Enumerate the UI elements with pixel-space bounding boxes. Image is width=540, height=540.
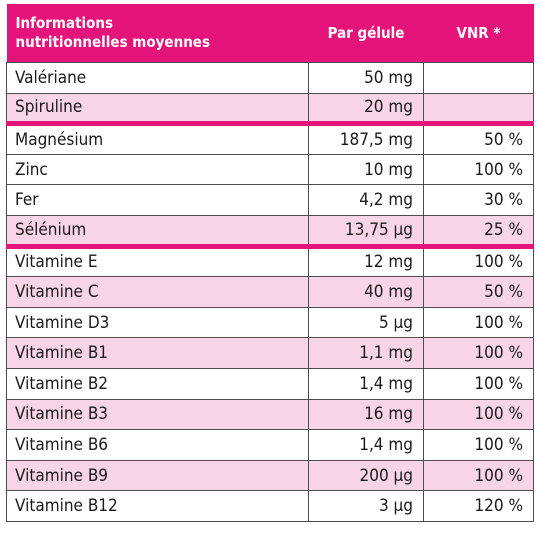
table-body: Valériane 50 mg Spiruline 20 mg Magnésium 187… (6, 62, 534, 522)
per-capsule-value: 187,5 mg (308, 121, 424, 155)
nutrient-name: Valériane (6, 62, 309, 94)
nutrient-name: Vitamine B9 (6, 459, 309, 492)
nutrient-name: Vitamine B6 (6, 429, 309, 461)
table-row: Vitamine C 40 mg 50 % (6, 276, 534, 308)
per-capsule-value: 4,2 mg (308, 184, 424, 216)
nutrition-table: Informations nutritionnelles moyennes Pa… (6, 4, 534, 522)
header-row: Informations nutritionnelles moyennes Pa… (6, 4, 534, 63)
nutrient-name: Spiruline (6, 92, 309, 125)
vnr-value: 100 % (423, 153, 534, 186)
per-capsule-value: 1,4 mg (308, 367, 424, 400)
vnr-value (423, 62, 534, 94)
nutrient-name: Magnésium (6, 121, 309, 155)
table-row: Zinc 10 mg 100 % (6, 153, 534, 186)
vnr-value: 100 % (423, 306, 534, 339)
per-capsule-value: 40 mg (308, 276, 424, 308)
vnr-value: 100 % (423, 429, 534, 461)
table-row: Vitamine B9 200 µg 100 % (6, 459, 534, 492)
vnr-value: 100 % (423, 243, 534, 278)
table-row: Fer 4,2 mg 30 % (6, 184, 534, 216)
header-line-2: nutritionnelles moyennes (15, 33, 211, 51)
nutrient-name: Vitamine B3 (6, 398, 309, 431)
nutrient-name: Fer (6, 184, 309, 216)
per-capsule-value: 50 mg (308, 62, 424, 94)
nutrient-name: Vitamine B2 (6, 367, 309, 400)
nutrient-name: Vitamine B12 (6, 490, 309, 522)
header-line-1: Informations (15, 14, 114, 32)
vnr-value: 30 % (423, 184, 534, 216)
nutrient-name: Sélénium (6, 214, 309, 247)
per-capsule-value: 1,1 mg (308, 337, 424, 369)
per-capsule-value: 20 mg (308, 92, 424, 125)
vnr-value: 50 % (423, 276, 534, 308)
table-row: Sélénium 13,75 µg 25 % (6, 214, 534, 247)
vnr-value: 120 % (423, 490, 534, 522)
vnr-value: 100 % (423, 367, 534, 400)
vnr-value: 100 % (423, 337, 534, 369)
nutrient-name: Vitamine D3 (6, 306, 309, 339)
per-capsule-value: 12 mg (308, 243, 424, 278)
table-header: Informations nutritionnelles moyennes Pa… (6, 4, 534, 63)
vnr-value: 100 % (423, 398, 534, 431)
table-row: Valériane 50 mg (6, 62, 534, 94)
table-row: Vitamine B1 1,1 mg 100 % (6, 337, 534, 369)
vnr-value: 100 % (423, 459, 534, 492)
nutrient-name: Vitamine C (6, 276, 309, 308)
header-per-capsule: Par gélule (308, 4, 424, 63)
table-row: Vitamine B12 3 µg 120 % (6, 490, 534, 522)
per-capsule-value: 200 µg (308, 459, 424, 492)
table-row: Vitamine E 12 mg 100 % (6, 243, 534, 278)
vnr-value: 25 % (423, 214, 534, 247)
per-capsule-value: 13,75 µg (308, 214, 424, 247)
table-row: Magnésium 187,5 mg 50 % (6, 121, 534, 155)
header-vnr: VNR * (423, 4, 534, 63)
per-capsule-value: 1,4 mg (308, 429, 424, 461)
header-nutrition-info: Informations nutritionnelles moyennes (6, 4, 309, 63)
vnr-value (423, 92, 534, 125)
table-row: Vitamine B2 1,4 mg 100 % (6, 367, 534, 400)
nutrient-name: Vitamine E (6, 243, 309, 278)
nutrient-name: Zinc (6, 153, 309, 186)
table-row: Vitamine D3 5 µg 100 % (6, 306, 534, 339)
nutrient-name: Vitamine B1 (6, 337, 309, 369)
nutrition-table-container: Informations nutritionnelles moyennes Pa… (6, 4, 534, 522)
table-row: Vitamine B6 1,4 mg 100 % (6, 429, 534, 461)
table-row: Vitamine B3 16 mg 100 % (6, 398, 534, 431)
per-capsule-value: 10 mg (308, 153, 424, 186)
per-capsule-value: 16 mg (308, 398, 424, 431)
per-capsule-value: 5 µg (308, 306, 424, 339)
vnr-value: 50 % (423, 121, 534, 155)
table-row: Spiruline 20 mg (6, 92, 534, 125)
per-capsule-value: 3 µg (308, 490, 424, 522)
